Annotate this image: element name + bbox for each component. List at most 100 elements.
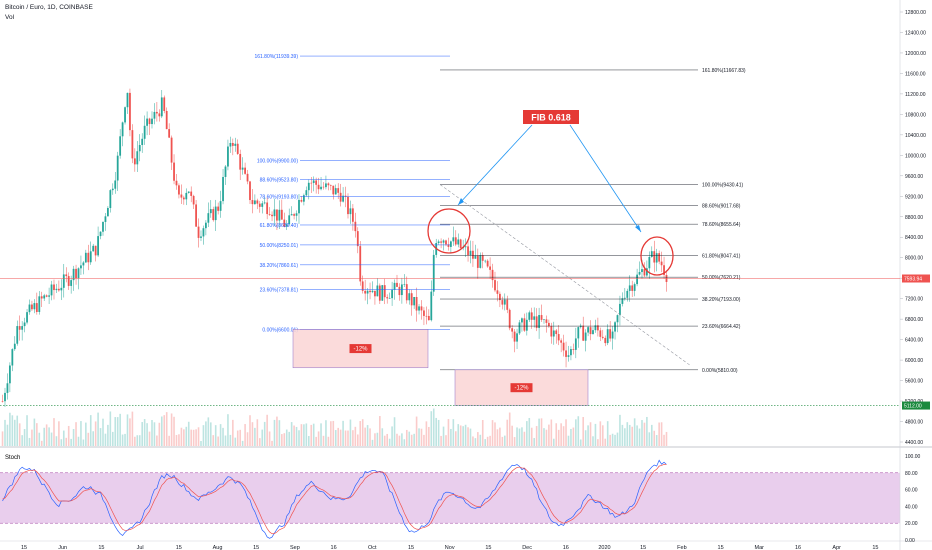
candle-body [584, 332, 587, 341]
candle-body [643, 269, 646, 276]
candle-body [246, 173, 249, 182]
volume-bar [180, 427, 183, 446]
volume-bar [281, 434, 283, 446]
volume-bar [599, 421, 602, 446]
volume-bar [236, 430, 239, 446]
candle-body [133, 158, 136, 165]
volume-bar [457, 424, 460, 446]
volume-bar [129, 418, 131, 446]
volume-bar [200, 441, 202, 446]
candle-body [633, 284, 636, 291]
annotation-arrow-left [457, 124, 533, 206]
volume-bar [437, 419, 440, 446]
candle-body [464, 246, 467, 248]
candle-body [293, 214, 295, 216]
volume-bar [614, 434, 616, 446]
time-tick-label: 16 [795, 545, 801, 550]
fib1-level-label: 78.60%(9193.80) [260, 195, 299, 201]
volume-bar [518, 428, 521, 446]
candle-body [236, 143, 239, 154]
volume-bar [205, 421, 207, 446]
volume-bar [219, 424, 222, 446]
fib2-level-label: 23.60%(6664.42) [702, 324, 741, 330]
volume-bar [70, 438, 72, 446]
volume-bar [278, 420, 281, 446]
highlight-circle-2 [640, 236, 674, 276]
volume-bar [567, 435, 570, 446]
candle-body [168, 129, 171, 138]
candle-body [263, 202, 266, 204]
candle-body [121, 122, 124, 137]
volume-bar [646, 416, 648, 446]
volume-bar [376, 432, 379, 446]
volume-bar [271, 440, 273, 446]
volume-bar [364, 427, 366, 446]
candle-body [70, 280, 73, 286]
volume-bar [239, 429, 241, 446]
volume-bar [508, 412, 511, 446]
candle-body [97, 236, 99, 256]
candle-body [38, 296, 41, 312]
volume-bar [268, 431, 271, 446]
time-tick-label: 15 [98, 545, 104, 550]
volume-bar [383, 435, 386, 446]
candle-body [268, 214, 271, 215]
candle-body [609, 329, 612, 339]
volume-bar [89, 415, 92, 446]
volume-bar [477, 432, 479, 446]
candle-body [84, 252, 87, 263]
candle-body [445, 240, 447, 245]
candle-body [447, 244, 450, 247]
candle-body [175, 180, 178, 186]
highlight-circle-1 [427, 208, 471, 254]
candle-body [312, 180, 315, 183]
volume-bar [107, 424, 109, 446]
volume-bar [467, 427, 469, 446]
time-tick-label: Jul [137, 545, 144, 550]
candle-body [6, 383, 9, 393]
candle-body [621, 298, 624, 304]
volume-bar [393, 417, 396, 446]
volume-bar [641, 420, 643, 446]
candle-body [4, 392, 6, 402]
price-tick-label: 7200.00 [905, 297, 923, 303]
time-tick-label: Nov [445, 545, 455, 550]
volume-bar [342, 420, 344, 446]
candle-body [21, 326, 24, 330]
time-tick-label: Feb [677, 545, 686, 550]
volume-bar [548, 424, 550, 446]
candle-body [99, 231, 102, 237]
time-tick-label: 15 [21, 545, 27, 550]
stoch-tick-label: 100.00 [905, 454, 921, 460]
volume-bar [550, 419, 553, 446]
time-tick-label: 15 [485, 545, 491, 550]
candle-body [427, 315, 430, 321]
candle-body [579, 325, 582, 328]
volume-bar [349, 419, 352, 446]
volume-bar [43, 427, 45, 446]
volume-bar [388, 438, 391, 446]
candle-body [204, 222, 207, 229]
volume-bar [138, 435, 141, 446]
volume-bar [552, 438, 555, 446]
candle-body [513, 331, 516, 342]
volume-bar [305, 423, 308, 446]
arrow-head-left [458, 198, 464, 205]
candle-body [102, 221, 104, 232]
volume-bar [391, 426, 393, 446]
volume-bar [653, 430, 656, 446]
volume-bar [31, 429, 33, 446]
candle-body [376, 285, 379, 297]
price-tick-label: 8000.00 [905, 256, 923, 262]
volume-bar [413, 433, 415, 446]
candle-body [131, 130, 134, 159]
volume-bar [601, 425, 604, 446]
candle-body [212, 209, 215, 221]
candle-body [476, 255, 479, 268]
volume-bar [48, 427, 50, 446]
candle-body [285, 224, 288, 227]
candle-body [491, 269, 494, 281]
volume-bar [379, 416, 381, 446]
volume-bar [158, 422, 161, 446]
